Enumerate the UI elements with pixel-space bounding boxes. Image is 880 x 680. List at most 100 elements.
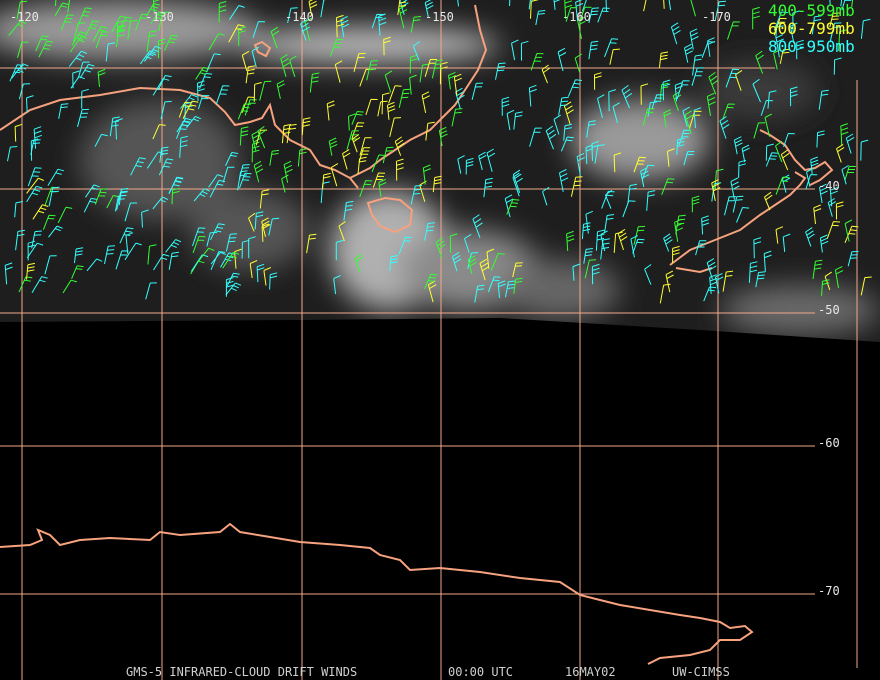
wind-barb — [764, 113, 773, 137]
wind-barb — [210, 251, 226, 270]
antarctica-coast — [0, 522, 754, 665]
wind-barb — [83, 197, 98, 213]
wind-barb — [251, 130, 261, 152]
wind-barb — [576, 152, 585, 176]
wind-barb — [722, 103, 735, 120]
wind-barb — [239, 126, 249, 146]
wind-barb — [410, 185, 423, 205]
wind-barb — [692, 54, 703, 76]
wind-barb — [834, 266, 844, 289]
wind-barb — [398, 88, 411, 109]
wind-barb — [640, 167, 650, 188]
wind-barb — [26, 262, 35, 280]
wind-barb — [806, 167, 814, 187]
wind-barb — [30, 138, 39, 161]
wind-barb — [306, 233, 317, 254]
wind-barb — [389, 255, 399, 271]
wind-barb — [490, 253, 505, 271]
wind-barb — [280, 54, 291, 77]
wind-barb — [706, 258, 717, 280]
wind-barb — [26, 95, 34, 113]
wind-barb — [26, 185, 43, 203]
wind-barb — [579, 6, 592, 23]
wind-barb — [330, 163, 339, 187]
wind-barb — [715, 272, 724, 294]
wind-barb — [146, 151, 165, 169]
wind-barb — [682, 106, 690, 128]
longitude-label: -150 — [425, 10, 454, 24]
wind-barb — [541, 64, 551, 84]
wind-barb — [210, 251, 227, 265]
wind-barb — [77, 7, 92, 26]
wind-barb — [545, 125, 557, 150]
wind-barb — [755, 50, 764, 74]
wind-barb — [195, 66, 210, 80]
wind-barb — [197, 95, 210, 110]
wind-barb — [241, 239, 250, 259]
wind-barb — [33, 126, 42, 149]
wind-barb — [584, 259, 597, 279]
wind-barb — [409, 54, 418, 74]
wind-barb — [270, 26, 280, 49]
wind-barb — [703, 286, 717, 302]
wind-barb — [773, 11, 788, 31]
wind-barb — [594, 72, 602, 90]
legend-entry: 400-599mb — [768, 1, 855, 20]
wind-barb — [31, 276, 48, 294]
wind-barb — [95, 31, 109, 49]
wind-barb — [241, 50, 250, 72]
wind-barb — [109, 116, 120, 137]
wind-barb — [145, 282, 157, 300]
wind-barb — [783, 133, 795, 148]
wind-barb — [394, 136, 405, 156]
wind-barb — [486, 248, 495, 269]
wind-barb — [116, 25, 126, 48]
wind-barb — [320, 0, 327, 18]
wind-barb — [336, 14, 344, 38]
wind-barb — [192, 227, 206, 247]
wind-barb — [478, 151, 487, 171]
wind-barb — [289, 55, 297, 77]
wind-barb — [644, 264, 652, 285]
wind-barb — [609, 48, 620, 65]
footer-text: 00:00 UTC — [448, 665, 513, 679]
wind-barb — [642, 108, 655, 126]
wind-barb — [845, 133, 855, 154]
wind-barb — [248, 212, 256, 232]
wind-barb — [276, 80, 285, 99]
wind-barb — [153, 253, 170, 271]
wind-barb — [228, 5, 245, 20]
wind-barb — [790, 86, 798, 107]
wind-barb — [604, 214, 615, 234]
wind-barb — [365, 98, 378, 116]
wind-barb — [228, 24, 245, 43]
wind-barb — [838, 29, 847, 52]
wind-barb — [359, 137, 372, 156]
wind-barb — [124, 202, 138, 222]
wind-barb — [372, 172, 386, 188]
wind-barb — [257, 125, 267, 149]
wind-barb — [54, 0, 57, 7]
wind-barb — [597, 94, 605, 118]
wind-barb — [722, 270, 734, 292]
wind-barb — [179, 135, 189, 158]
wind-barb — [253, 82, 262, 102]
wind-barb — [424, 0, 434, 18]
wind-barb — [627, 183, 638, 204]
wind-barb — [222, 251, 240, 269]
wind-barb — [251, 141, 260, 163]
wind-barb — [530, 0, 539, 19]
wind-barb — [588, 40, 599, 60]
wind-barb — [844, 165, 856, 181]
wind-barb — [438, 126, 448, 147]
wind-barb — [215, 85, 230, 105]
wind-barb — [42, 214, 56, 230]
wind-barb — [164, 34, 178, 51]
wind-barb — [26, 177, 44, 194]
wind-barb — [513, 111, 523, 130]
wind-barb — [238, 26, 246, 46]
wind-barb — [689, 28, 699, 50]
wind-barb — [377, 100, 388, 117]
wind-barb — [813, 204, 822, 225]
wind-barb — [601, 190, 615, 209]
